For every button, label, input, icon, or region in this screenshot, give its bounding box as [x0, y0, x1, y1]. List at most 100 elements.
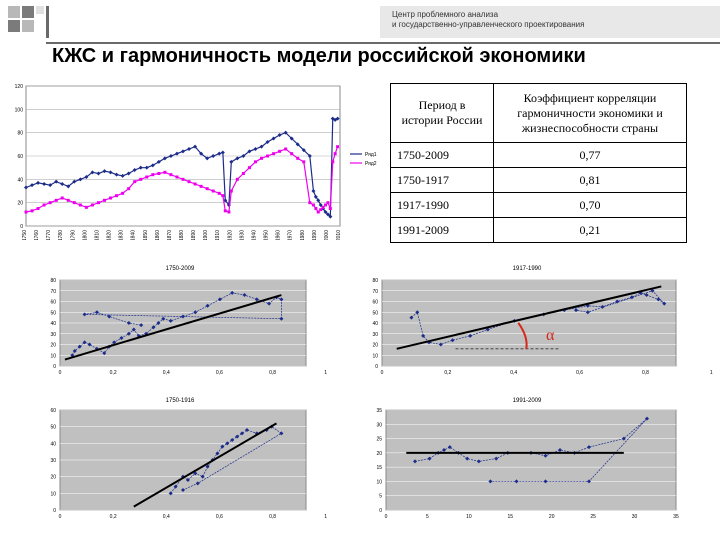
- data-point: [115, 194, 119, 198]
- data-point: [644, 293, 649, 298]
- data-point: [181, 149, 185, 154]
- data-point: [514, 479, 519, 484]
- trend-line: [64, 294, 282, 361]
- x-tick-label: 1800: [82, 230, 88, 240]
- data-point: [314, 207, 318, 210]
- data-point: [241, 154, 246, 158]
- data-point: [150, 163, 155, 168]
- data-point: [662, 301, 667, 306]
- y-tick-label: 40: [50, 441, 56, 447]
- y-tick-label: 5: [379, 494, 382, 500]
- x-tick-label: 1830: [119, 230, 125, 240]
- data-point: [247, 149, 252, 154]
- data-point: [326, 201, 330, 205]
- y-tick-label: 10: [50, 353, 56, 359]
- data-point: [313, 194, 318, 199]
- data-point: [90, 170, 95, 175]
- data-point: [279, 316, 284, 321]
- data-point: [193, 182, 197, 186]
- data-point: [126, 321, 131, 325]
- data-point: [217, 191, 221, 195]
- data-point: [465, 456, 470, 461]
- x-tick-label: 1940: [251, 230, 257, 240]
- table-cell-period: 1991-2009: [390, 217, 494, 243]
- x-tick-label: 1930: [239, 230, 245, 240]
- x-tick-label: 0,6: [216, 370, 223, 376]
- data-point: [543, 453, 548, 458]
- data-point: [90, 203, 94, 207]
- table-row: 1750-2009 0,77: [390, 142, 687, 168]
- x-tick-label: 1760: [34, 230, 40, 240]
- x-tick-label: 1970: [288, 230, 294, 240]
- y-tick-label: 0: [53, 508, 56, 514]
- data-point: [319, 208, 323, 212]
- correlation-table: Период в истории России Коэффициент корр…: [390, 83, 687, 243]
- data-point: [421, 333, 426, 338]
- data-point: [277, 133, 282, 137]
- y-tick-label: 70: [50, 289, 56, 295]
- x-tick-label: 2000: [324, 230, 330, 240]
- data-point: [151, 325, 156, 330]
- x-tick-label: 15: [508, 514, 514, 520]
- y-tick-label: 80: [50, 278, 56, 284]
- data-point: [585, 310, 590, 315]
- data-point: [241, 172, 245, 175]
- data-point: [102, 169, 107, 174]
- header-line-2: и государственно-управленческого проекти…: [392, 20, 585, 29]
- time-series-chart: 0 20 40 60 80 100 120 1750 1760 1770 1780 1790 1800 1…: [15, 84, 377, 240]
- data-point: [107, 314, 112, 319]
- data-point: [267, 301, 272, 306]
- data-point: [87, 342, 92, 347]
- x-tick-label: 0,8: [269, 514, 276, 520]
- title-rule: [46, 42, 720, 44]
- y-tick-label: 100: [15, 107, 24, 113]
- y-tick-label: 15: [376, 465, 382, 471]
- x-tick-label: 0: [59, 370, 62, 376]
- table-cell-period: 1917-1990: [390, 192, 494, 218]
- data-point: [48, 183, 53, 188]
- x-tick-label: 1900: [203, 230, 209, 240]
- data-point: [629, 295, 634, 300]
- data-point: [156, 321, 161, 325]
- scatter-chart-1917-1990: 1917-1990 0 10 20 30 40 50 60 70 80 0 0,2 0,4 0,6 0,8 1: [372, 266, 712, 376]
- table-cell-period: 1750-1917: [390, 167, 494, 193]
- x-tick-label: 1850: [143, 230, 149, 240]
- trend-line: [133, 422, 277, 508]
- data-point: [450, 338, 455, 343]
- data-point: [211, 189, 215, 193]
- data-point: [283, 130, 288, 135]
- data-point: [289, 136, 294, 141]
- x-tick-label: 0,4: [163, 514, 170, 520]
- data-point: [311, 189, 316, 193]
- data-point: [217, 151, 222, 156]
- x-tick-label: 1960: [276, 230, 282, 240]
- data-point: [163, 170, 167, 174]
- data-point: [168, 318, 173, 323]
- x-tick-label: 1980: [300, 230, 306, 240]
- header-divider: [46, 6, 49, 38]
- data-point: [468, 333, 473, 338]
- data-point: [108, 170, 113, 175]
- table-cell-value: 0,70: [493, 192, 687, 218]
- data-point: [272, 152, 276, 156]
- data-point: [311, 203, 315, 207]
- x-tick-label: 0: [59, 514, 62, 520]
- data-point: [253, 147, 258, 151]
- x-tick-label: 1840: [131, 230, 137, 240]
- data-point: [335, 116, 340, 121]
- data-point: [585, 303, 590, 308]
- data-point: [225, 441, 230, 446]
- scatter-chart-1991-2009: 1991-2009 0 5 10 15 20 25 30 35 0 5 10 15 20 25 30 35: [376, 398, 679, 520]
- data-point: [103, 198, 106, 202]
- data-point: [30, 209, 34, 213]
- x-tick-label: 0,2: [444, 370, 451, 376]
- data-point: [265, 140, 270, 144]
- data-point: [66, 184, 71, 189]
- data-point: [221, 194, 225, 198]
- data-point: [24, 185, 28, 190]
- data-point: [119, 336, 124, 341]
- y-tick-label: 20: [17, 201, 23, 207]
- data-point: [82, 340, 87, 345]
- y-tick-label: 35: [376, 408, 382, 414]
- data-point: [42, 203, 46, 207]
